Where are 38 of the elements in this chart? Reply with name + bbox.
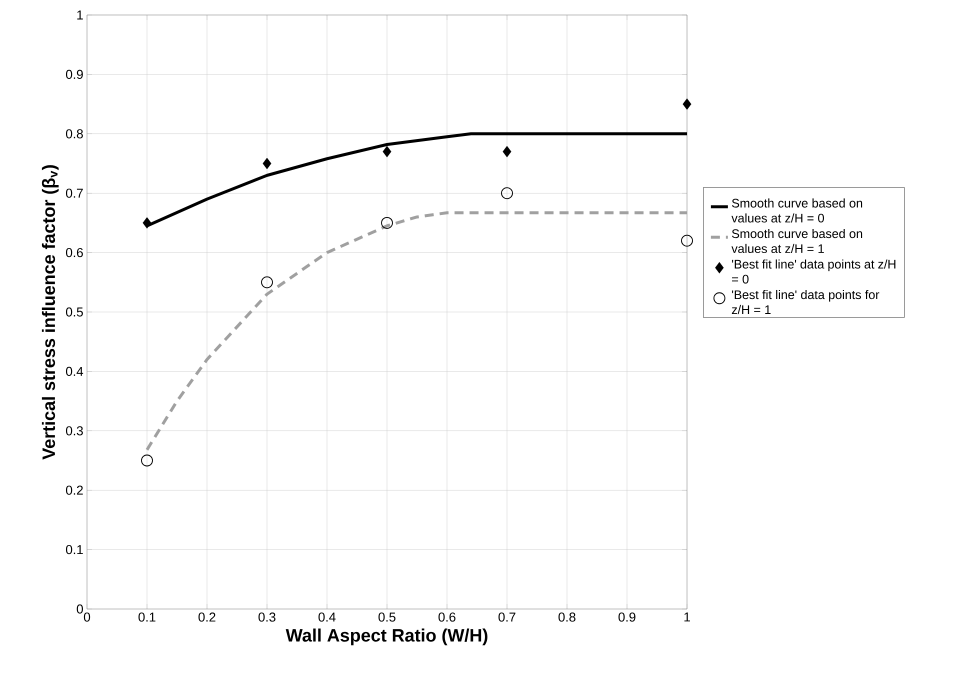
y-tick-label: 0.3 — [66, 426, 83, 436]
point — [502, 146, 512, 158]
point — [262, 158, 272, 170]
y-tick-label: 0.5 — [66, 307, 83, 317]
point — [141, 454, 153, 466]
y-tick-label: 0 — [76, 604, 83, 614]
x-tick-label: 0.3 — [258, 612, 276, 622]
legend-label: Smooth curve based on values at z/H = 1 — [731, 228, 862, 254]
y-tick-label: 0.9 — [66, 70, 83, 79]
y-tick-label: 0.6 — [66, 248, 83, 258]
x-tick-label: 0.9 — [618, 612, 636, 622]
legend-label: Smooth curve based on values at z/H = 0 — [731, 198, 862, 223]
y-tick-label: 0.1 — [66, 545, 83, 554]
point — [682, 98, 692, 110]
x-tick-label: 0.7 — [498, 612, 516, 622]
x-tick-label: 0.5 — [378, 612, 396, 622]
point — [142, 217, 152, 229]
x-tick-label: 0 — [84, 612, 90, 622]
point — [261, 276, 273, 288]
x-tick-label: 0.6 — [438, 612, 456, 622]
y-tick-label: 1 — [77, 10, 83, 20]
x-tick-label: 0.8 — [558, 612, 576, 622]
point — [381, 216, 393, 229]
y-tick-label: 0.8 — [66, 129, 83, 138]
y-axis-title: Vertical stress influence factor (β$_{v}$) — [42, 165, 59, 460]
y-tick-label: 0.4 — [66, 366, 84, 376]
x-axis-title: Wall Aspect Ratio (W/H) — [286, 628, 488, 646]
point — [382, 146, 392, 158]
x-tick-label: 0.1 — [138, 612, 156, 622]
point — [681, 234, 693, 247]
legend-label: 'Best fit line' data points for z/H = 1 — [732, 290, 880, 314]
point — [501, 187, 513, 200]
x-tick-label: 1 — [684, 612, 690, 622]
x-tick-label: 0.2 — [198, 612, 216, 622]
y-tick-label: 0.7 — [66, 188, 83, 198]
x-tick-label: 0.4 — [318, 612, 336, 622]
legend-label: 'Best fit line' data points at z/H = 0 — [732, 259, 896, 284]
y-tick-label: 0.2 — [66, 486, 83, 495]
